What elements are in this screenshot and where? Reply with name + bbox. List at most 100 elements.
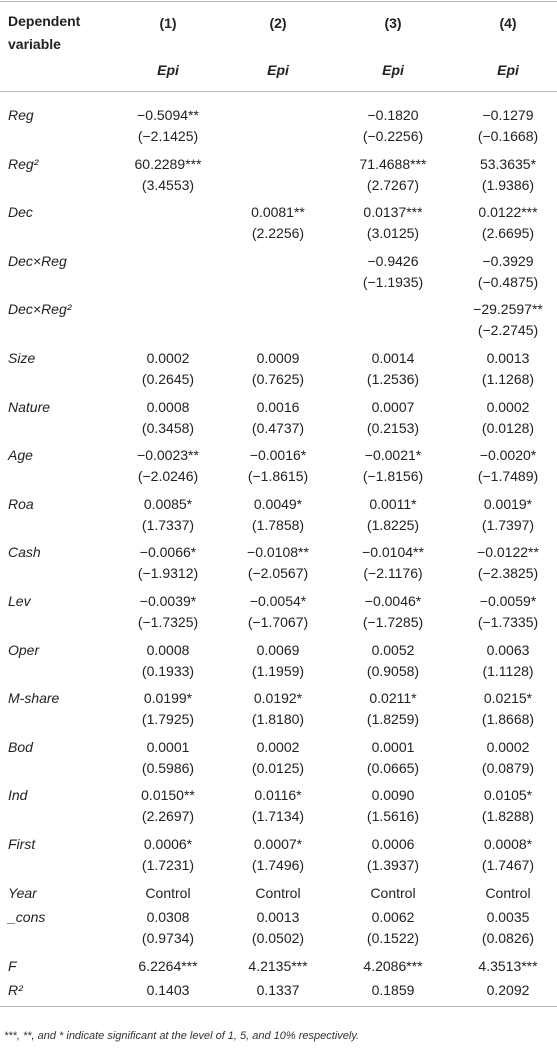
coefficient: 0.0192* [253, 690, 303, 707]
t-statistic: (1.1959) [251, 662, 305, 679]
row-label: First [8, 836, 36, 852]
column-header: (2) [269, 15, 287, 31]
t-statistic: (3.0125) [366, 225, 420, 242]
coefficient: 0.0090 [371, 787, 415, 804]
coefficient: 0.0035 [486, 909, 530, 926]
t-statistic: (0.2153) [366, 419, 420, 436]
coefficient: −0.3929 [482, 252, 534, 269]
coefficient: 0.2092 [486, 982, 530, 999]
row-label: Lev [8, 593, 31, 609]
t-statistic: (0.3458) [141, 419, 195, 436]
t-statistic: (0.9058) [366, 662, 420, 679]
coefficient: 0.0008* [483, 836, 533, 852]
coefficient: 0.0008 [146, 398, 190, 415]
t-statistic: (−0.2256) [362, 128, 424, 144]
t-statistic: (2.2697) [141, 808, 195, 825]
t-statistic: (−2.1425) [137, 128, 199, 144]
t-statistic: (0.0502) [251, 930, 305, 947]
coefficient: −0.0122** [477, 544, 539, 561]
row-label: Year [8, 884, 37, 901]
coefficient: 0.0122*** [478, 204, 538, 221]
coefficient: 60.2289*** [134, 155, 202, 172]
t-statistic: (2.2256) [251, 225, 305, 242]
t-statistic: (0.7625) [251, 371, 305, 387]
t-statistic: (2.6695) [481, 225, 535, 242]
coefficient: 0.0007 [371, 398, 415, 415]
row-label: M-share [8, 690, 60, 707]
t-statistic: (−2.3825) [477, 565, 539, 582]
coefficient: 0.0014 [371, 350, 415, 366]
coefficient: −0.5094** [137, 107, 199, 123]
row-label: Reg [8, 107, 34, 123]
t-statistic: (0.0826) [481, 930, 535, 947]
t-statistic: (−1.7325) [137, 614, 199, 630]
t-statistic: (1.8259) [366, 711, 420, 728]
t-statistic: (2.7267) [366, 176, 420, 193]
t-statistic: (1.7397) [481, 516, 535, 533]
coefficient: −0.0104** [362, 544, 424, 561]
coefficient: 53.3635* [479, 155, 537, 172]
coefficient: 0.0002 [486, 398, 530, 415]
t-statistic: (1.7467) [481, 857, 535, 873]
t-statistic: (−1.7067) [247, 614, 309, 630]
coefficient: 0.1859 [371, 982, 415, 999]
coefficient: 4.2135*** [248, 957, 308, 974]
t-statistic: (1.7925) [141, 711, 195, 728]
coefficient: −0.0054* [249, 593, 307, 609]
t-statistic: (−1.7489) [477, 468, 539, 485]
t-statistic: (−2.0246) [137, 468, 199, 485]
coefficient: 0.0052 [371, 641, 415, 658]
coefficient: 6.2264*** [138, 957, 198, 974]
coefficient: 0.0199* [143, 690, 193, 707]
coefficient: 4.2086*** [363, 957, 423, 974]
t-statistic: (1.7496) [251, 857, 305, 873]
coefficient: 0.0150** [141, 787, 195, 804]
coefficient: Control [370, 884, 416, 901]
bottom-rule [0, 1006, 557, 1007]
row-label: _cons [8, 909, 46, 926]
t-statistic: (0.1522) [366, 930, 420, 947]
column-subheader: Epi [382, 62, 404, 78]
t-statistic: (−2.0567) [247, 565, 309, 582]
coefficient: −0.0046* [364, 593, 422, 609]
coefficient: 0.0013 [486, 350, 530, 366]
row-label: Cash [8, 544, 41, 561]
coefficient: Control [145, 884, 191, 901]
t-statistic: (−2.1176) [363, 565, 423, 582]
t-statistic: (1.7337) [141, 516, 195, 533]
t-statistic: (0.1933) [141, 662, 195, 679]
coefficient: 0.0085* [143, 495, 193, 512]
coefficient: 0.0007* [253, 836, 303, 852]
coefficient: 0.0211* [369, 690, 417, 707]
coefficient: −0.0021* [364, 447, 422, 464]
coefficient: 0.0001 [371, 738, 415, 755]
coefficient: 0.0002 [146, 350, 190, 366]
coefficient: 71.4688*** [359, 155, 427, 172]
coefficient: 0.0013 [256, 909, 300, 926]
row-label: Size [8, 350, 36, 366]
coefficient: 0.0116* [254, 787, 302, 804]
column-subheader: Epi [497, 62, 519, 78]
row-label: Dec [8, 204, 33, 221]
coefficient: 0.0105* [483, 787, 533, 804]
coefficient: −0.0016* [249, 447, 307, 464]
coefficient: −0.9426 [367, 252, 419, 269]
t-statistic: (−0.1668) [477, 128, 539, 144]
t-statistic: (1.7858) [251, 516, 305, 533]
footnote: ***, **, and * indicate significant at t… [4, 1030, 360, 1042]
t-statistic: (−1.7285) [362, 614, 424, 630]
coefficient: 0.0011* [369, 495, 417, 512]
coefficient: 0.0008 [146, 641, 190, 658]
t-statistic: (0.4737) [251, 419, 305, 436]
coefficient: −0.0066* [139, 544, 197, 561]
t-statistic: (1.1268) [481, 371, 535, 387]
t-statistic: (−1.8615) [247, 468, 309, 485]
t-statistic: (0.2645) [141, 371, 195, 387]
coefficient: 0.0019* [483, 495, 533, 512]
t-statistic: (−2.2745) [477, 322, 539, 339]
row-label: Roa [8, 495, 34, 512]
coefficient: −0.0108** [247, 544, 309, 561]
coefficient: 0.0137*** [363, 204, 423, 221]
t-statistic: (1.5616) [366, 808, 420, 825]
coefficient: 0.0006* [143, 836, 193, 852]
